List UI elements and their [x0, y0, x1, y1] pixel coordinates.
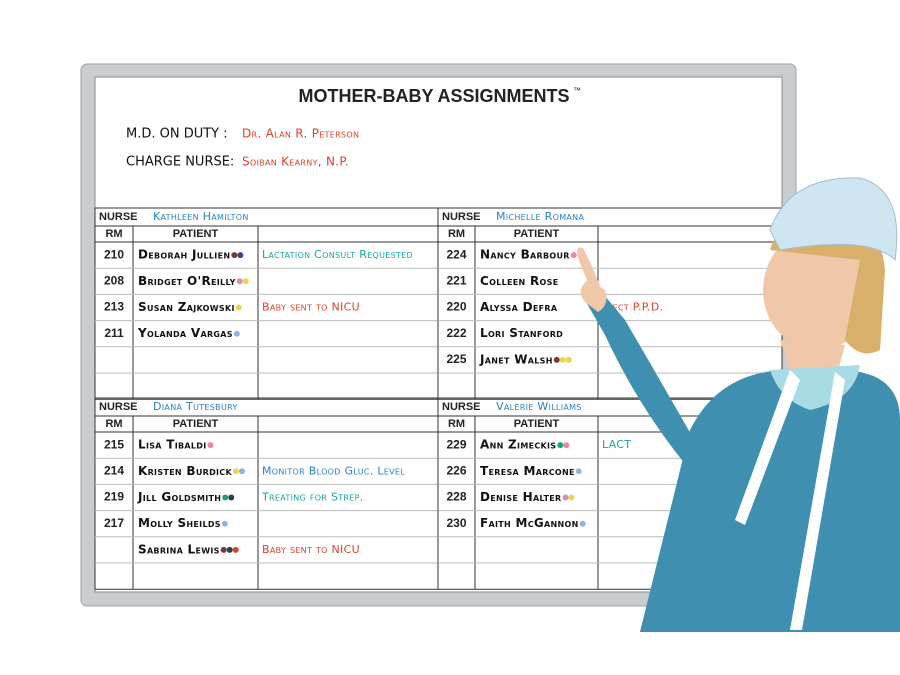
magnet-dot	[242, 278, 249, 285]
charge-label: CHARGE NURSE:	[126, 155, 234, 170]
magnet-dot	[557, 442, 564, 449]
room-number: 222	[446, 326, 466, 340]
charge-name: Soiban Kearny, N.P.	[242, 155, 349, 169]
patient-name: Susan Zajkowski	[138, 300, 235, 314]
room-number: 214	[104, 463, 124, 477]
magnet-dot	[570, 252, 577, 259]
md-label: M.D. ON DUTY :	[126, 127, 228, 142]
assignment-table: NURSE Kathleen Hamilton RM PATIENT 210 Debora…	[94, 207, 439, 400]
patient-name: Faith McGannon	[480, 516, 579, 530]
patient-name: Ann Zimeckis	[480, 438, 556, 452]
note: Baby sent to NICU	[262, 301, 360, 314]
note: Baby sent to NICU	[262, 543, 360, 556]
room-number: 210	[104, 247, 124, 261]
note: Treating for Strep.	[261, 491, 364, 504]
patient-header: PATIENT	[514, 418, 560, 430]
patient-header: PATIENT	[173, 228, 219, 240]
rm-header: RM	[105, 418, 122, 430]
nurse-name: Kathleen Hamilton	[153, 210, 249, 223]
magnet-dot	[226, 546, 233, 553]
nurse-label: NURSE	[442, 211, 481, 223]
assignment-table: NURSE Valerie Williams RM PATIENT 229 Ann Zim…	[437, 397, 783, 590]
trademark: ™	[573, 86, 581, 95]
magnet-dot	[233, 330, 240, 337]
room-number: 228	[446, 490, 466, 504]
patient-name: Kristen Burdick	[138, 464, 232, 478]
assignment-tables: NURSE Kathleen Hamilton RM PATIENT 210 Debora…	[94, 207, 783, 590]
patient-name: Alyssa Defra	[480, 300, 558, 314]
patient-name: Lori Stanford	[480, 326, 563, 340]
room-number: 208	[104, 273, 124, 287]
patient-name: Yolanda Vargas	[137, 326, 233, 340]
room-number: 221	[446, 273, 466, 287]
room-number: 217	[104, 516, 124, 530]
magnet-dot	[565, 356, 572, 363]
rm-header: RM	[448, 228, 465, 240]
magnet-dot	[237, 252, 244, 259]
room-number: 219	[104, 490, 124, 504]
magnet-dot	[207, 442, 214, 449]
patient-name: Janet Walsh	[479, 352, 553, 366]
room-number: 224	[446, 247, 466, 261]
patient-header: PATIENT	[173, 418, 219, 430]
nurse-label: NURSE	[99, 401, 138, 413]
magnet-dot	[553, 356, 560, 363]
nurse-label: NURSE	[442, 401, 481, 413]
note: LACT	[602, 438, 631, 451]
room-number: 230	[446, 516, 466, 530]
board-title: MOTHER-BABY ASSIGNMENTS	[298, 86, 569, 106]
magnet-dot	[232, 468, 239, 475]
magnet-dot	[563, 442, 570, 449]
note: spect P.P.D.	[602, 301, 663, 314]
room-number: 229	[446, 437, 466, 451]
magnet-dot	[236, 278, 243, 285]
magnet-dot	[562, 494, 569, 501]
note: Monitor Blood Gluc. Level	[262, 464, 405, 477]
magnet-dot	[228, 494, 235, 501]
magnet-dot	[220, 546, 227, 553]
room-number: 215	[104, 437, 124, 451]
nurse-figure	[577, 177, 900, 632]
room-number: 225	[446, 352, 466, 366]
patient-name: Jill Goldsmith	[137, 490, 221, 504]
nurse-name: Michelle Romana	[496, 210, 584, 223]
magnet-dot	[568, 494, 575, 501]
patient-name: Colleen Rose	[480, 274, 558, 288]
magnet-dot	[559, 356, 566, 363]
assignment-table: NURSE Michelle Romana RM PATIENT 224 Nancy Ba…	[437, 207, 783, 400]
patient-name: Lisa Tibaldi	[138, 438, 207, 452]
room-number: 226	[446, 463, 466, 477]
room-number: 220	[446, 300, 466, 314]
md-name: Dr. Alan R. Peterson	[242, 127, 359, 141]
magnet-dot	[575, 468, 582, 475]
patient-name: Deborah Jullien	[138, 248, 230, 262]
magnet-dot	[232, 546, 239, 553]
room-number: 211	[104, 326, 124, 340]
rm-header: RM	[448, 418, 465, 430]
patient-name: Teresa Marcone	[480, 464, 575, 478]
note: Lactation Consult Requested	[262, 248, 413, 261]
rm-header: RM	[105, 228, 122, 240]
magnet-dot	[221, 520, 228, 527]
patient-name: Nancy Barbour	[480, 248, 570, 262]
magnet-dot	[579, 520, 586, 527]
patient-name: Denise Halter	[480, 490, 562, 504]
patient-name: Sabrina Lewis	[138, 542, 220, 556]
nurse-name: Valerie Williams	[496, 400, 582, 413]
room-number: 213	[104, 300, 124, 314]
patient-name: Bridget O'Reilly	[138, 274, 236, 288]
magnet-dot	[238, 468, 245, 475]
magnet-dot	[231, 252, 238, 259]
patient-name: Molly Sheilds	[138, 516, 221, 530]
magnet-dot	[235, 304, 242, 311]
magnet-dot	[222, 494, 229, 501]
nurse-name: Diana Tutesbury	[153, 400, 238, 413]
patient-header: PATIENT	[514, 228, 560, 240]
nurse-label: NURSE	[99, 211, 138, 223]
